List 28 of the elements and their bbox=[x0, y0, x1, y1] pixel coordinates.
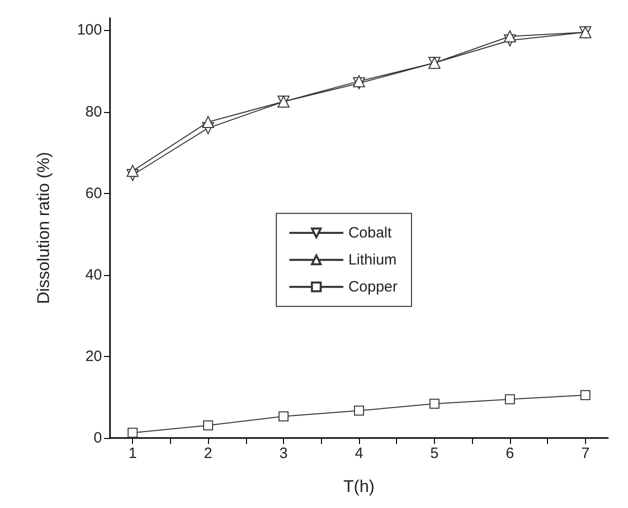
x-tick-label: 6 bbox=[506, 445, 514, 462]
legend-label: Cobalt bbox=[348, 224, 393, 242]
x-tick-label: 1 bbox=[128, 445, 137, 462]
point bbox=[429, 398, 440, 409]
point bbox=[203, 420, 214, 430]
x-tick-label: 4 bbox=[354, 445, 364, 462]
y-axis-title: Dissolution ratio (%) bbox=[34, 152, 53, 304]
y-tick-label: 60 bbox=[85, 184, 102, 202]
y-tick-label: 20 bbox=[85, 348, 102, 365]
x-tick-label: 5 bbox=[430, 445, 439, 462]
point bbox=[128, 428, 138, 438]
x-axis-title: T(h) bbox=[343, 477, 375, 496]
legend-label: Copper bbox=[348, 278, 398, 296]
legend-label: Lithium bbox=[348, 251, 397, 268]
x-tick-label: 3 bbox=[279, 445, 288, 462]
x-tick-label: 2 bbox=[204, 445, 212, 462]
point bbox=[504, 30, 516, 42]
point bbox=[126, 164, 139, 177]
y-tick-label: 40 bbox=[85, 266, 102, 284]
point bbox=[504, 394, 515, 404]
point bbox=[354, 406, 364, 416]
point bbox=[202, 116, 214, 128]
y-tick-label: 100 bbox=[76, 22, 102, 39]
point bbox=[580, 390, 590, 400]
point bbox=[278, 411, 289, 422]
x-tick-label: 7 bbox=[581, 445, 590, 462]
y-tick-label: 80 bbox=[85, 103, 102, 120]
y-tick-label: 0 bbox=[94, 430, 102, 446]
